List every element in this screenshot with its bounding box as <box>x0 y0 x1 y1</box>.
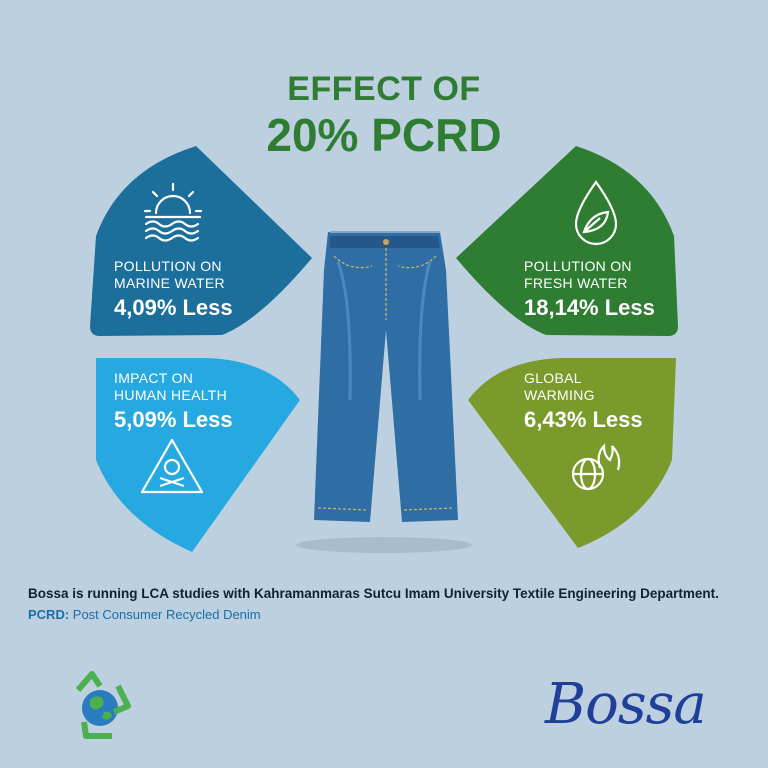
definition-text: Post Consumer Recycled Denim <box>69 607 261 622</box>
fresh-value: 18,14% Less <box>524 295 655 320</box>
sun-over-waves-icon <box>143 182 203 242</box>
global-label-1: GLOBAL <box>524 370 582 386</box>
globe-flame-icon <box>571 443 621 491</box>
global-value: 6,43% Less <box>524 407 643 432</box>
human-label-1: IMPACT ON <box>114 370 194 386</box>
footer-statement: Bossa is running LCA studies with Kahram… <box>28 586 719 601</box>
definition-term: PCRD: <box>28 607 70 622</box>
jeans-illustration <box>296 231 472 553</box>
marine-label-1: POLLUTION ON <box>114 258 222 274</box>
panel-global <box>468 358 676 548</box>
panel-marine <box>90 146 312 336</box>
global-text: GLOBAL WARMING 6,43% Less <box>524 370 643 433</box>
water-drop-leaf-icon <box>574 180 618 246</box>
title-line-1: EFFECT OF <box>287 70 481 108</box>
global-label-2: WARMING <box>524 387 595 403</box>
human-text: IMPACT ON HUMAN HEALTH 5,09% Less <box>114 370 233 433</box>
skull-warning-icon <box>140 438 204 494</box>
marine-value: 4,09% Less <box>114 295 233 320</box>
fresh-label-1: POLLUTION ON <box>524 258 632 274</box>
title-line-2: 20% PCRD <box>266 109 502 161</box>
panel-human <box>96 358 300 552</box>
panel-fresh <box>456 146 678 336</box>
bossa-logo: Bossa <box>545 672 707 737</box>
fresh-text: POLLUTION ON FRESH WATER 18,14% Less <box>524 258 655 321</box>
marine-text: POLLUTION ON MARINE WATER 4,09% Less <box>114 258 233 321</box>
human-label-2: HUMAN HEALTH <box>114 387 228 403</box>
recycle-globe-icon <box>75 671 131 739</box>
marine-label-2: MARINE WATER <box>114 275 225 291</box>
fresh-label-2: FRESH WATER <box>524 275 628 291</box>
footer-definition: PCRD: Post Consumer Recycled Denim <box>28 607 261 622</box>
human-value: 5,09% Less <box>114 407 233 432</box>
